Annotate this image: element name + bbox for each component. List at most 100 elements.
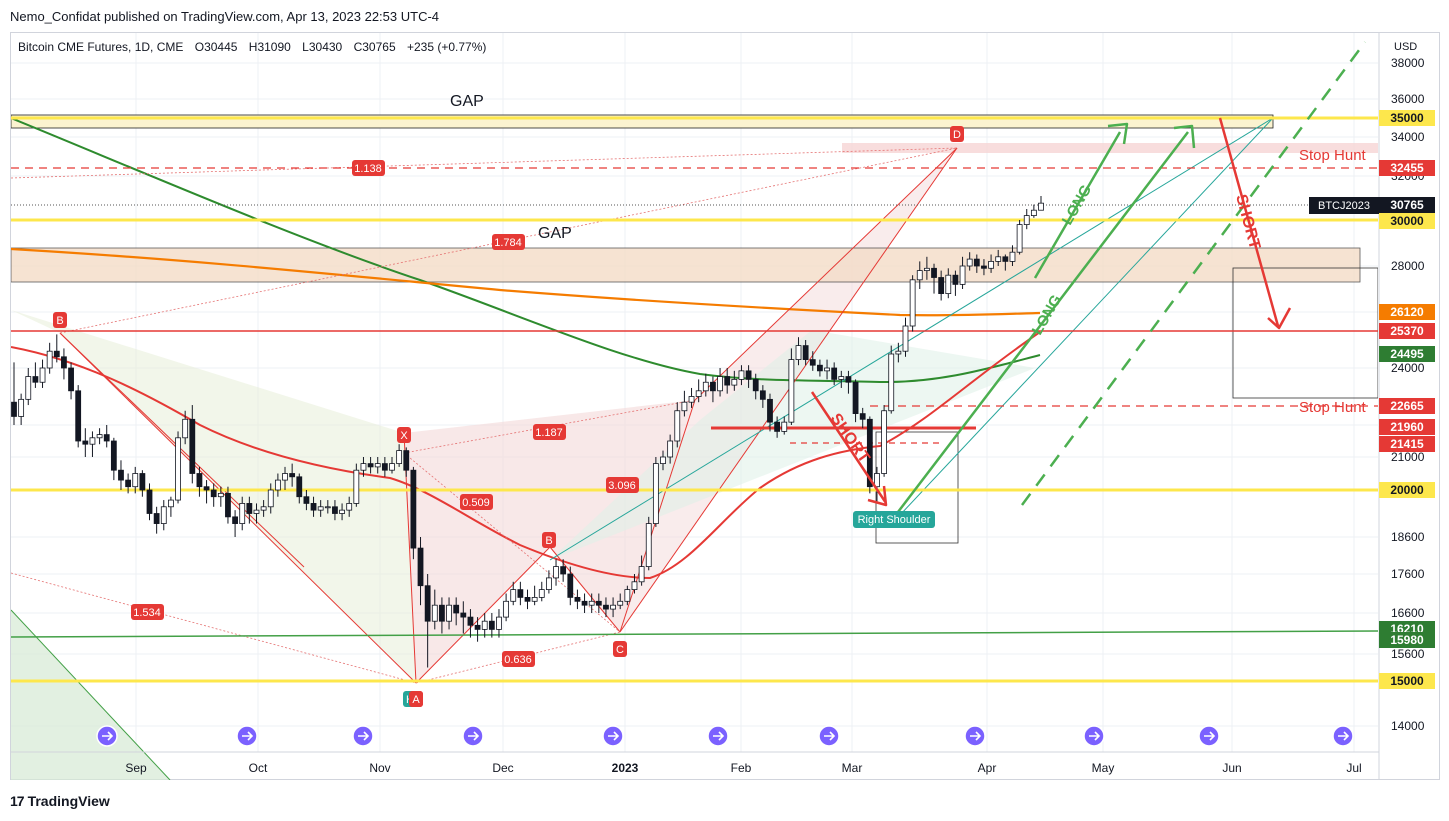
candle-bullish <box>274 479 281 491</box>
price-tag-label: 21960 <box>1390 420 1424 434</box>
event-marker-icon[interactable] <box>96 725 118 747</box>
resistance-zone <box>11 247 1361 283</box>
candle-bullish <box>702 381 709 392</box>
time-tick-label: Dec <box>492 761 513 775</box>
price-tag-bg <box>1379 436 1435 452</box>
tradingview-logo-icon: 17 <box>10 793 25 809</box>
candle-bearish <box>82 440 89 445</box>
legend-c-label: C <box>354 40 363 54</box>
candle-bullish <box>681 401 688 412</box>
candle-bullish <box>389 463 395 471</box>
candle-bearish <box>931 267 937 278</box>
event-icons[interactable] <box>96 725 1354 747</box>
candle-bearish <box>710 381 716 392</box>
candle-bullish <box>89 437 96 445</box>
candle-bullish <box>945 274 952 295</box>
candle-bearish <box>417 547 424 587</box>
candle-bullish <box>660 456 666 464</box>
candle-bullish <box>396 450 403 465</box>
candle-bullish <box>695 390 702 397</box>
tradingview-brand[interactable]: 17 TradingView <box>10 793 110 809</box>
event-marker-icon[interactable] <box>707 725 729 747</box>
right-shoulder-label: Right Shoulder <box>858 514 931 526</box>
candle-bullish <box>324 506 331 509</box>
candle-bearish <box>567 573 574 598</box>
candle-bullish <box>260 506 267 511</box>
candle-bullish <box>182 418 189 439</box>
ratio-label: 1.138 <box>354 163 382 175</box>
event-marker-icon[interactable] <box>352 725 374 747</box>
ratio-label: 1.784 <box>494 237 522 249</box>
ratio-badge-bg <box>502 651 535 667</box>
candle-bullish <box>1030 209 1037 217</box>
price-tag-label: 25370 <box>1390 324 1424 338</box>
pattern-point-bg <box>542 532 556 548</box>
candle-bullish <box>731 378 738 386</box>
candle-bearish <box>110 440 117 471</box>
time-tick-label: Oct <box>249 761 268 775</box>
event-marker-icon[interactable] <box>462 725 484 747</box>
price-tag-bg <box>1379 304 1435 320</box>
price-tick-label: 16600 <box>1391 606 1425 620</box>
candle-bullish <box>446 604 452 622</box>
candle-bearish <box>61 356 67 369</box>
svg-text:Bitcoin CME Futures, 1D, CME: Bitcoin CME Futures, 1D, CME O30445 H310… <box>18 40 486 54</box>
time-tick-label: May <box>1092 761 1115 775</box>
event-marker-icon[interactable] <box>602 725 624 747</box>
candle-bearish <box>952 274 959 285</box>
candle-bullish <box>96 434 103 439</box>
candle-bullish <box>39 367 46 383</box>
price-tag-label: 21415 <box>1390 437 1424 451</box>
candle-bullish <box>966 258 973 267</box>
event-marker-icon[interactable] <box>964 725 986 747</box>
legend-open: 30445 <box>204 40 238 54</box>
event-marker-icon[interactable] <box>1198 725 1220 747</box>
candle-bearish <box>424 585 431 622</box>
chart-frame <box>10 32 1440 780</box>
pattern-point-bg <box>409 691 423 707</box>
symbol-badge: BTCJ2023 <box>1318 200 1370 212</box>
candle-bearish <box>332 506 338 514</box>
candle-bearish <box>189 418 196 474</box>
candle-bearish <box>403 450 410 471</box>
candle-bullish <box>923 267 930 271</box>
candle-bullish <box>610 604 616 610</box>
candle-bullish <box>510 589 517 602</box>
price-tag-bg <box>1379 419 1435 435</box>
candle-bullish <box>175 437 181 501</box>
candle-bullish <box>239 503 246 524</box>
candle-bearish <box>410 469 417 549</box>
candle-bearish <box>774 421 781 432</box>
candle-bullish <box>160 506 167 524</box>
candle-bullish <box>588 600 595 606</box>
price-tag-bg <box>1379 110 1435 126</box>
ratio-badge-bg <box>606 477 639 493</box>
event-marker-icon[interactable] <box>818 725 840 747</box>
candle-bearish <box>866 418 873 488</box>
time-tick-label: Nov <box>369 761 390 775</box>
price-tag-label: 30000 <box>1390 214 1424 228</box>
time-tick-label: 2023 <box>612 761 639 775</box>
pattern-point-label: A <box>412 694 420 706</box>
candle-bearish <box>488 620 495 630</box>
legend-change: +235 (+0.77%) <box>407 40 486 54</box>
event-marker-icon[interactable] <box>1332 725 1354 747</box>
price-tag-bg <box>1379 323 1435 339</box>
event-marker-icon[interactable] <box>236 725 258 747</box>
candle-bearish <box>802 345 809 361</box>
candle-bearish <box>296 476 303 498</box>
pattern-point-label: C <box>616 644 624 656</box>
candle-bearish <box>595 600 602 606</box>
candle-bearish <box>938 277 945 295</box>
time-tick-label: Sep <box>125 761 147 775</box>
price-tick-label: 28000 <box>1391 259 1425 273</box>
time-axis[interactable]: Sep Oct Nov Dec 2023 Feb Mar Apr May Jun Jul <box>125 761 1361 775</box>
candle-bearish <box>53 350 60 358</box>
event-marker-icon[interactable] <box>1083 725 1105 747</box>
price-tag-label: 22665 <box>1390 399 1424 413</box>
legend-o-label: O <box>195 40 204 54</box>
legend-high: 31090 <box>257 40 291 54</box>
price-tag-label: 20000 <box>1390 483 1424 497</box>
candle-bullish <box>631 581 638 590</box>
